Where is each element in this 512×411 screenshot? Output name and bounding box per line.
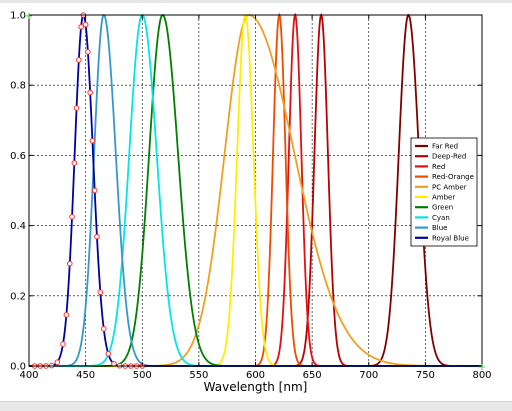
x-tick-label: 450: [76, 370, 95, 381]
legend-label: Red-Orange: [432, 173, 474, 181]
data-marker: [66, 260, 73, 267]
data-marker: [71, 160, 78, 166]
x-tick-labels: 400 450 500 550 600 650 700 750 800: [19, 370, 491, 381]
axis-ticks: [28, 14, 483, 367]
data-marker: [89, 137, 96, 144]
data-marker: [105, 350, 112, 357]
corner-marker-top-left: +: [25, 11, 33, 22]
data-marker: [94, 233, 100, 240]
data-marker: [87, 89, 93, 96]
data-marker: [85, 49, 91, 55]
data-marker: [111, 360, 117, 367]
data-marker: [100, 326, 107, 332]
data-marker: [73, 105, 80, 111]
data-marker: [82, 21, 89, 28]
legend-label: Amber: [432, 194, 455, 202]
legend-label: Deep-Red: [432, 153, 466, 161]
royal-blue-markers: [31, 12, 146, 369]
legend-label: Cyan: [432, 214, 450, 222]
x-tick-label: 650: [303, 370, 322, 381]
y-tick-label: 0.6: [10, 151, 26, 162]
y-tick-label: 1.0: [10, 11, 26, 22]
data-marker: [54, 359, 61, 366]
corner-marker-bottom-right: +: [478, 362, 486, 373]
legend-label: Far Red: [432, 143, 458, 151]
data-marker: [78, 24, 84, 30]
x-tick-label: 400: [19, 370, 38, 381]
legend-label: Green: [432, 204, 453, 212]
window-top-edge: [0, 0, 512, 3]
y-tick-label: 0.0: [10, 362, 26, 373]
data-marker: [63, 312, 70, 318]
x-tick-label: 800: [472, 370, 491, 381]
data-marker: [97, 289, 104, 296]
x-tick-label: 600: [246, 370, 265, 381]
y-tick-labels: 0.0 0.2 0.4 0.6 0.8 1.0: [10, 11, 26, 373]
data-marker: [76, 57, 82, 63]
legend-label: Blue: [432, 224, 448, 232]
y-tick-label: 0.4: [10, 221, 26, 232]
data-marker: [91, 187, 98, 194]
corner-markers: ++: [25, 11, 486, 373]
legend-label: Royal Blue: [432, 234, 469, 242]
x-tick-label: 750: [416, 370, 435, 381]
legend: Far Red Deep-Red Red Red-Orange PC Amber Ambe…: [410, 137, 478, 247]
x-tick-label: 500: [133, 370, 152, 381]
y-tick-label: 0.2: [10, 291, 26, 302]
x-axis-label: Wavelength [nm]: [204, 380, 308, 394]
x-tick-label: 550: [189, 370, 208, 381]
data-marker: [60, 341, 66, 347]
x-tick-label: 700: [359, 370, 378, 381]
legend-label: Red: [432, 163, 445, 171]
data-marker: [69, 214, 75, 220]
y-tick-label: 0.8: [10, 81, 26, 92]
window-bottom-edge: [0, 401, 512, 411]
legend-label: PC Amber: [432, 183, 467, 191]
